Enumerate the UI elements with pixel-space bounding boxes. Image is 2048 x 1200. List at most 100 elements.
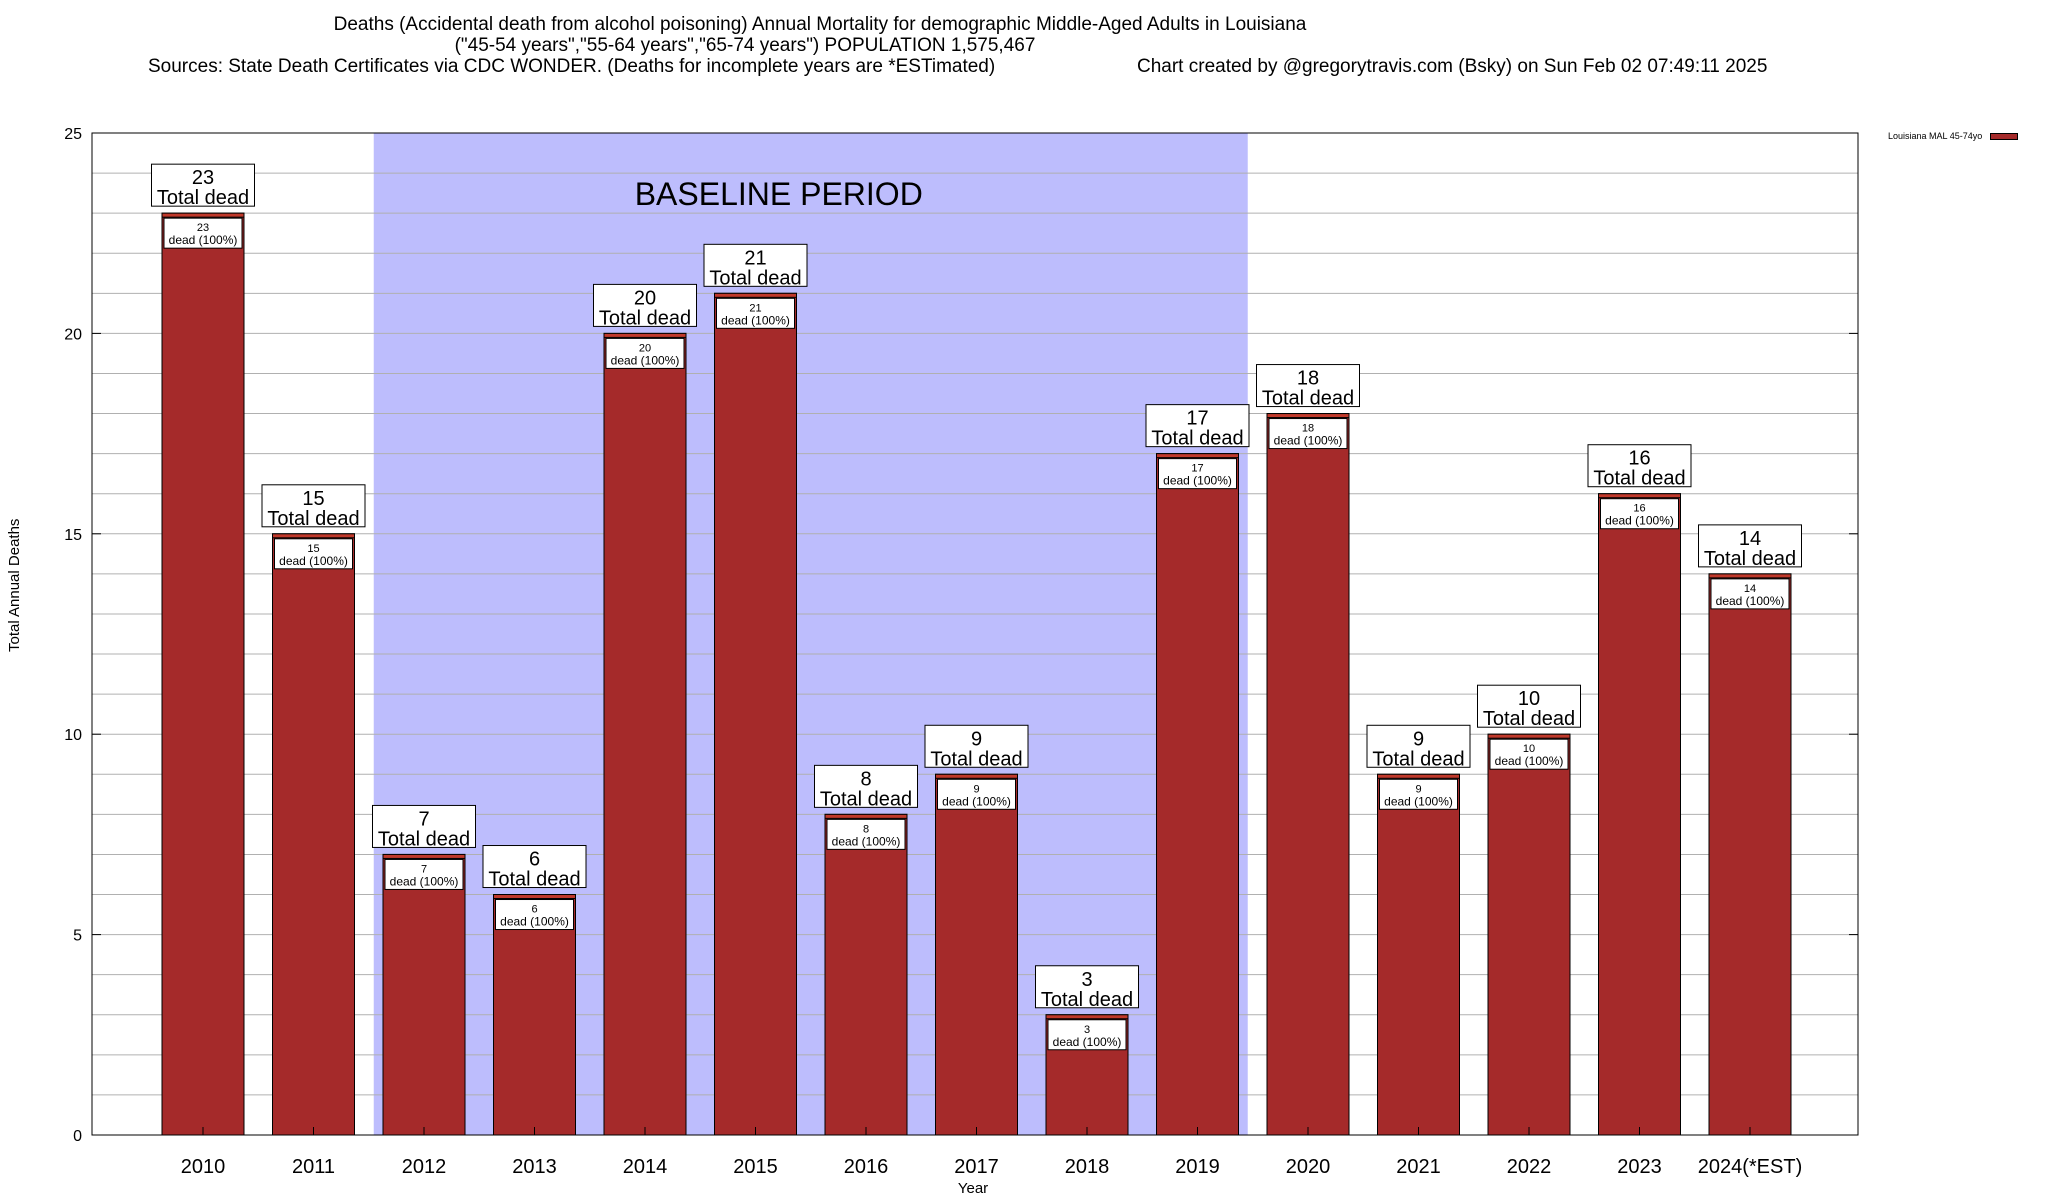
- bar-inner-label-box: [826, 818, 906, 850]
- bar-inner-count: 23: [197, 222, 209, 234]
- x-tick-label: 2012: [402, 1156, 447, 1178]
- bar-total-label: Total dead: [378, 828, 470, 850]
- x-tick-label: 2023: [1617, 1156, 1662, 1178]
- bar-total-label-box: [1587, 444, 1692, 488]
- bar-total-label: Total dead: [930, 748, 1022, 770]
- bar-total-label-box: [261, 484, 366, 528]
- bar-inner-label-box: [1158, 458, 1237, 490]
- bar-total-value: 3: [1081, 969, 1092, 991]
- bar-top-cap: [935, 773, 1018, 779]
- bar: [935, 773, 1018, 1136]
- y-tick-label: 15: [64, 527, 82, 544]
- bar-top-cap: [1487, 733, 1571, 739]
- bar: [493, 894, 576, 1136]
- bar-total-label: Total dead: [157, 187, 249, 209]
- bar: [382, 853, 466, 1136]
- bar-total-label: Total dead: [1262, 388, 1354, 410]
- bar-total-label-box: [482, 845, 587, 889]
- bar-inner-count: 21: [749, 302, 761, 314]
- bar: [1487, 733, 1571, 1136]
- bar-top-cap: [1266, 413, 1350, 419]
- bar-inner-count: 9: [973, 783, 979, 795]
- bar-inner-label-box: [716, 297, 795, 329]
- bar-inner-percent: dead (100%): [721, 313, 790, 327]
- bar-inner-label-box: [605, 337, 685, 369]
- bar-inner-label-box: [1379, 778, 1458, 810]
- bar-inner-label-box: [163, 217, 243, 249]
- bar: [1598, 493, 1681, 1136]
- bar-top-cap: [714, 292, 797, 298]
- x-tick-label: 2017: [954, 1156, 999, 1178]
- bar-inner-label-box: [1268, 418, 1348, 450]
- chart-title-line-1: Deaths (Accidental death from alcohol po…: [333, 14, 1307, 35]
- bar-total-label-box: [924, 724, 1029, 768]
- x-tick-label: 2021: [1396, 1156, 1441, 1178]
- bar-total-label: Total dead: [1151, 428, 1243, 450]
- bar-total-label-box: [1256, 364, 1360, 408]
- chart-title-line-2: ("45-54 years","55-64 years","65-74 year…: [454, 35, 1036, 56]
- bar-inner-label-box: [1489, 738, 1569, 770]
- bar-inner-count: 6: [531, 904, 537, 916]
- bar-inner-count: 14: [1744, 583, 1756, 595]
- bar-inner-percent: dead (100%): [1384, 794, 1453, 808]
- x-tick-label: 2015: [733, 1156, 778, 1178]
- bar-top-cap: [1156, 453, 1239, 459]
- x-tick-label: 2018: [1065, 1156, 1110, 1178]
- bar: [1156, 453, 1239, 1136]
- chart-sources-line: Sources: State Death Certificates via CD…: [148, 56, 996, 77]
- bar-total-label: Total dead: [709, 267, 801, 289]
- bar-total-label-box: [593, 283, 697, 327]
- bar-total-label: Total dead: [267, 508, 359, 530]
- bar-total-value: 17: [1186, 408, 1208, 430]
- bar-total-value: 16: [1628, 448, 1650, 470]
- bar-inner-label-box: [937, 778, 1016, 810]
- bar-inner-count: 15: [307, 543, 319, 555]
- bar-total-value: 21: [744, 247, 766, 269]
- bar-total-value: 18: [1297, 368, 1319, 390]
- bar-inner-percent: dead (100%): [1274, 434, 1343, 448]
- bar: [603, 332, 687, 1136]
- bar-top-cap: [1045, 1014, 1129, 1020]
- bar-inner-percent: dead (100%): [1163, 474, 1232, 488]
- x-axis-label: Year: [958, 1180, 988, 1197]
- bar-inner-percent: dead (100%): [942, 794, 1011, 808]
- bar-top-cap: [1708, 573, 1792, 579]
- bar-total-label: Total dead: [1483, 708, 1575, 730]
- x-tick-label: 2020: [1286, 1156, 1331, 1178]
- y-tick-label: 10: [64, 727, 82, 744]
- bar-total-value: 8: [860, 768, 871, 790]
- bar-inner-percent: dead (100%): [279, 554, 348, 568]
- y-tick-label: 0: [73, 1128, 82, 1145]
- x-tick-label: 2024(*EST): [1698, 1156, 1803, 1178]
- bar-inner-count: 16: [1633, 503, 1645, 515]
- bar-total-label: Total dead: [599, 307, 691, 329]
- x-tick-label: 2013: [512, 1156, 557, 1178]
- bar: [161, 212, 245, 1136]
- bar-total-label: Total dead: [488, 869, 580, 891]
- bar-inner-count: 17: [1191, 463, 1203, 475]
- bar-total-value: 15: [302, 488, 324, 510]
- bar-total-label-box: [1366, 724, 1471, 768]
- bar-inner-count: 10: [1523, 743, 1535, 755]
- bar-total-label: Total dead: [1593, 468, 1685, 490]
- bar-total-value: 9: [971, 728, 982, 750]
- bar-total-value: 6: [529, 849, 540, 871]
- bar-inner-label-box: [274, 538, 353, 570]
- bar-top-cap: [161, 212, 245, 218]
- bar-total-label: Total dead: [1704, 548, 1796, 570]
- bar-inner-percent: dead (100%): [500, 915, 569, 929]
- bar-total-value: 9: [1413, 728, 1424, 750]
- bar: [714, 292, 797, 1136]
- legend-label: Louisiana MAL 45-74yo: [1888, 131, 1983, 141]
- chart-credit-line: Chart created by @gregorytravis.com (Bsk…: [1137, 56, 1768, 77]
- bar-top-cap: [603, 332, 687, 338]
- bar-top-cap: [272, 533, 355, 539]
- bar-inner-count: 20: [639, 342, 651, 354]
- bar-total-value: 14: [1739, 528, 1761, 550]
- bar-inner-label-box: [495, 899, 574, 931]
- x-tick-label: 2011: [292, 1156, 335, 1178]
- bar-top-cap: [1377, 773, 1460, 779]
- legend-swatch: [1990, 133, 2019, 141]
- bar: [1266, 413, 1350, 1136]
